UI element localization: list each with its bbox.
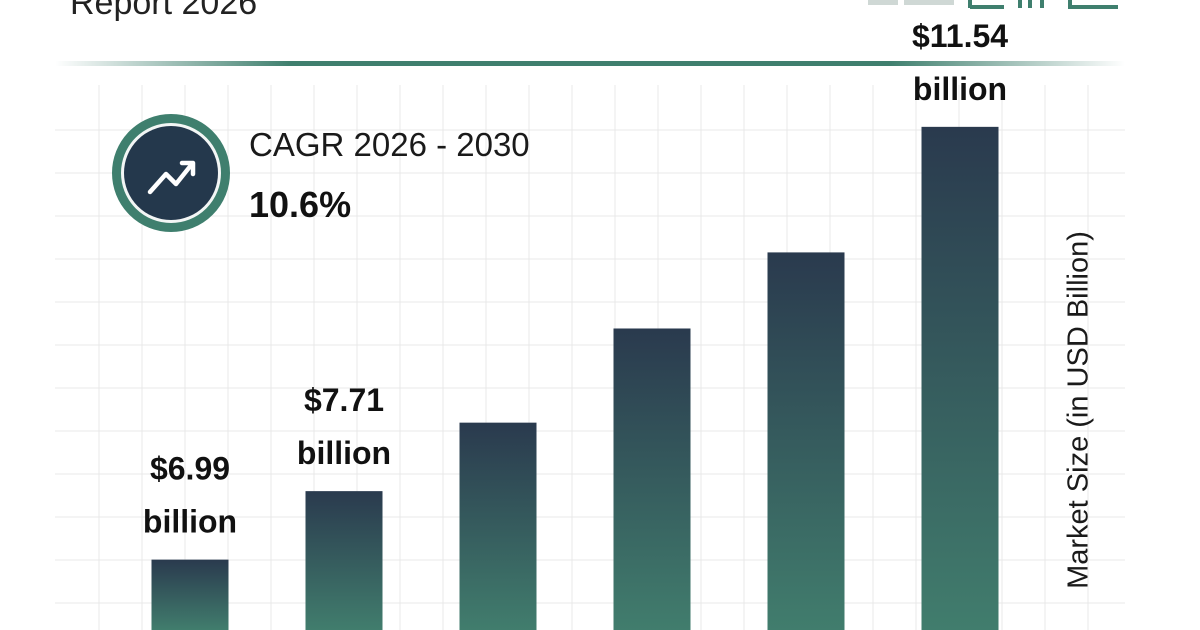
cagr-value: 10.6% xyxy=(249,184,352,225)
bar-6 xyxy=(921,126,999,630)
data-labels: $6.99 billion $7.71 billion $11.54 billion xyxy=(143,18,1008,540)
brand-logo-icon xyxy=(868,0,1118,9)
data-label-amount-2: $7.71 xyxy=(304,382,384,418)
cagr-badge xyxy=(112,114,230,232)
bar-3 xyxy=(459,422,537,630)
bar-2 xyxy=(305,491,383,630)
data-label-unit-6: billion xyxy=(913,71,1007,107)
y-axis-label: Market Size (in USD Billion) xyxy=(1062,231,1095,589)
trending-up-icon xyxy=(147,160,196,195)
chart-title: Report 2026 xyxy=(70,0,258,22)
data-label-amount-6: $11.54 xyxy=(912,18,1008,54)
bar-4 xyxy=(613,328,691,630)
data-label-unit-1: billion xyxy=(143,504,237,540)
cagr-label: CAGR 2026 - 2030 xyxy=(249,126,530,163)
header-divider xyxy=(55,61,1125,66)
bar-5 xyxy=(767,252,845,630)
bar-1 xyxy=(151,559,229,630)
data-label-amount-1: $6.99 xyxy=(150,451,230,487)
bar-series xyxy=(151,126,999,630)
data-label-unit-2: billion xyxy=(297,435,391,471)
